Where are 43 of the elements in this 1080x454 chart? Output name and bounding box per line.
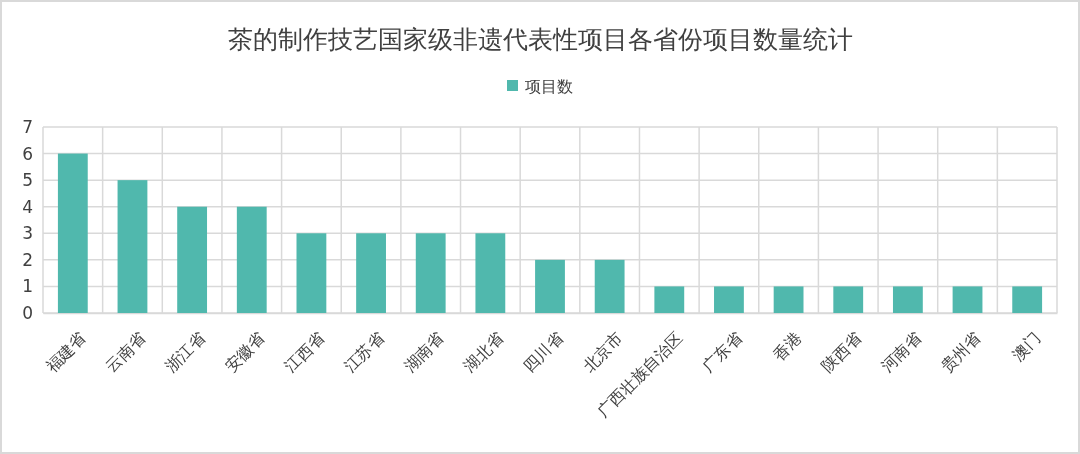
bar (833, 286, 864, 313)
x-tick-label: 河南省 (877, 328, 925, 376)
bar (415, 233, 446, 313)
y-tick-label: 1 (22, 276, 33, 297)
bar (356, 233, 386, 313)
x-tick-label: 澳门 (1007, 328, 1044, 365)
x-tick-label: 北京市 (579, 328, 627, 376)
x-tick-label: 湖南省 (400, 328, 448, 376)
legend-label: 项目数 (525, 76, 573, 96)
chart-title: 茶的制作技艺国家级非遗代表性项目各省份项目数量统计 (227, 25, 853, 54)
x-tick-label: 云南省 (101, 328, 150, 376)
bar (535, 259, 565, 313)
bar (57, 153, 88, 313)
x-tick-label: 江苏省 (340, 328, 388, 376)
bar (117, 180, 148, 313)
x-tick-label: 四川省 (519, 328, 567, 376)
bar (296, 233, 327, 313)
bar (892, 286, 923, 313)
y-tick-label: 4 (22, 196, 33, 217)
x-tick-label: 贵州省 (936, 328, 985, 376)
x-tick-label: 湖北省 (459, 328, 508, 376)
y-tick-label: 6 (22, 143, 33, 164)
y-tick-label: 0 (22, 302, 33, 323)
x-tick-label: 陕西省 (817, 328, 866, 376)
x-tick-label: 福建省 (42, 328, 90, 376)
bar (177, 206, 208, 313)
y-tick-label: 3 (22, 223, 33, 244)
bar (594, 259, 625, 313)
x-tick-label: 浙江省 (161, 328, 209, 376)
bar (714, 286, 744, 313)
y-tick-label: 7 (22, 116, 33, 137)
bar (952, 286, 983, 313)
x-tick-label: 安徽省 (221, 328, 269, 376)
y-tick-label: 5 (22, 170, 33, 191)
y-tick-label: 2 (22, 249, 33, 270)
bar (475, 233, 506, 313)
x-tick-label: 广东省 (698, 328, 746, 376)
x-tick-label: 香港 (769, 328, 806, 365)
bar (654, 286, 685, 313)
bar (236, 206, 267, 313)
bar (773, 286, 804, 313)
bar (1012, 286, 1043, 313)
x-tick-label: 江西省 (280, 328, 329, 376)
